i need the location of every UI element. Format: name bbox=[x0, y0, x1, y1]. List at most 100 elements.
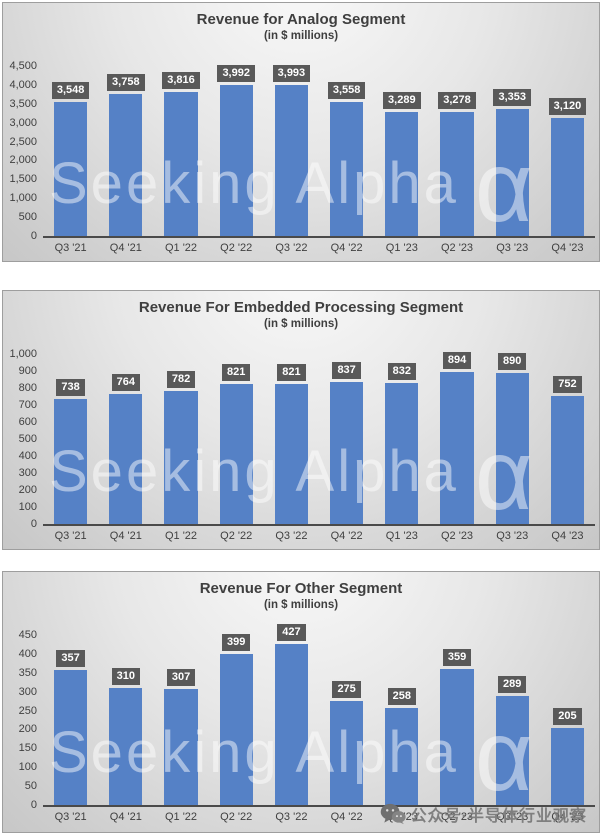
bar-value-label: 258 bbox=[387, 687, 416, 705]
bar bbox=[495, 695, 529, 805]
y-tick-label: 900 bbox=[18, 365, 37, 377]
y-axis: 1,000 900 800 700 600 500 400 300 200 100 0 bbox=[3, 348, 43, 530]
bar bbox=[109, 394, 143, 524]
x-axis-label: Q4 '21 bbox=[109, 530, 142, 542]
bar bbox=[274, 643, 308, 805]
bar-slot: 289 bbox=[485, 635, 540, 805]
chart-area: 450 400 350 300 250 200 150 100 50 0 357 310 307 399… bbox=[3, 623, 599, 811]
bar-value-label: 289 bbox=[498, 675, 527, 693]
chart-area: 4,500 4,000 3,500 3,000 2,500 2,000 1,500 1,000… bbox=[3, 60, 599, 242]
chart-title: Revenue For Embedded Processing Segment bbox=[138, 299, 464, 316]
bar-value-label: 310 bbox=[111, 667, 140, 685]
bar bbox=[495, 372, 529, 524]
bar bbox=[550, 396, 584, 524]
y-axis: 450 400 350 300 250 200 150 100 50 0 bbox=[3, 629, 43, 811]
x-axis-label: Q3 '22 bbox=[275, 530, 308, 542]
bar-slot: 3,278 bbox=[429, 66, 484, 236]
bar bbox=[495, 109, 529, 236]
bar-value-label: 738 bbox=[56, 378, 85, 396]
x-axis-label: Q3 '23 bbox=[496, 811, 529, 823]
bar-slot: 3,289 bbox=[374, 66, 429, 236]
bar bbox=[54, 670, 88, 805]
bar-value-label: 3,548 bbox=[51, 81, 90, 99]
bar-value-label: 782 bbox=[166, 371, 196, 389]
bar-slot: 821 bbox=[264, 354, 319, 524]
bar-slot: 821 bbox=[209, 354, 264, 524]
bar-value-label: 821 bbox=[222, 364, 251, 382]
bar-value-label: 205 bbox=[553, 707, 582, 725]
bar-value-label: 307 bbox=[166, 669, 196, 687]
y-tick-label: 500 bbox=[18, 433, 37, 445]
bar-slot: 3,758 bbox=[98, 66, 153, 236]
x-axis-label: Q1 '23 bbox=[385, 530, 418, 542]
x-axis-label: Q3 '21 bbox=[54, 242, 87, 254]
x-axis-label: Q2 '22 bbox=[220, 530, 253, 542]
y-tick-label: 3,000 bbox=[9, 116, 37, 129]
y-tick-label: 300 bbox=[18, 685, 37, 698]
y-tick-label: 2,500 bbox=[9, 135, 37, 148]
bar-slot: 357 bbox=[43, 635, 98, 805]
y-tick-label: 0 bbox=[30, 518, 37, 530]
bar-slot: 310 bbox=[98, 635, 153, 805]
bar-slot: 307 bbox=[153, 635, 208, 805]
y-tick-label: 500 bbox=[18, 211, 37, 224]
bar bbox=[54, 101, 88, 236]
embedded-processing-segment-chart: Revenue For Embedded Processing Segment … bbox=[2, 290, 600, 550]
bar-value-label: 275 bbox=[332, 681, 361, 699]
bar-slot: 258 bbox=[374, 635, 429, 805]
x-axis-label: Q1 '22 bbox=[164, 242, 198, 254]
x-axis-label: Q4 '23 bbox=[551, 811, 584, 823]
bar-slot: 894 bbox=[429, 352, 484, 524]
bar-slot: 275 bbox=[319, 635, 374, 805]
y-tick-label: 600 bbox=[18, 416, 37, 428]
bar-slot: 3,120 bbox=[540, 66, 595, 236]
y-tick-label: 0 bbox=[30, 230, 37, 242]
bar-slot: 764 bbox=[98, 354, 153, 524]
bar-value-label: 3,992 bbox=[217, 65, 255, 83]
plot-area: 3,548 3,758 3,816 3,992 3,993 3,558 3,289 3,278… bbox=[43, 65, 595, 238]
bar bbox=[385, 111, 419, 236]
x-axis-label: Q3 '23 bbox=[496, 242, 529, 254]
bar bbox=[164, 91, 198, 236]
y-tick-label: 100 bbox=[18, 501, 37, 513]
x-axis-label: Q2 '22 bbox=[220, 242, 253, 254]
bar-slot: 3,992 bbox=[209, 65, 264, 236]
x-axis-label: Q3 '22 bbox=[275, 811, 308, 823]
x-axis-label: Q4 '23 bbox=[551, 530, 584, 542]
bar bbox=[274, 85, 308, 236]
bar-slot: 890 bbox=[485, 352, 540, 524]
y-tick-label: 300 bbox=[18, 467, 37, 479]
bar bbox=[219, 85, 253, 236]
x-axis-label: Q4 '22 bbox=[330, 530, 363, 542]
y-tick-label: 1,500 bbox=[9, 173, 37, 186]
x-axis-label: Q1 '22 bbox=[164, 811, 198, 823]
bar bbox=[440, 372, 474, 524]
x-axis-label: Q4 '21 bbox=[109, 242, 142, 254]
x-axis-label: Q2 '23 bbox=[440, 811, 474, 823]
analog-segment-chart: Revenue for Analog Segment (in $ million… bbox=[2, 2, 600, 262]
bar-slot: 205 bbox=[540, 635, 595, 805]
bar bbox=[330, 101, 364, 236]
bar bbox=[440, 669, 474, 805]
bar-value-label: 3,289 bbox=[383, 91, 421, 109]
bar bbox=[54, 398, 88, 524]
bar-value-label: 894 bbox=[442, 352, 472, 370]
x-axis-label: Q1 '22 bbox=[164, 530, 198, 542]
bar-value-label: 359 bbox=[442, 649, 472, 667]
chart-title: Revenue For Other Segment bbox=[199, 580, 403, 597]
bar-value-label: 752 bbox=[553, 376, 582, 394]
x-axis-label: Q3 '22 bbox=[275, 242, 308, 254]
y-tick-label: 700 bbox=[18, 399, 37, 411]
bar bbox=[550, 727, 584, 805]
x-axis-labels: Q3 '21 Q4 '21 Q1 '22 Q2 '22 Q3 '22 Q4 '22 Q1 '… bbox=[43, 242, 595, 254]
bar bbox=[330, 701, 364, 805]
y-tick-label: 100 bbox=[18, 761, 37, 774]
bar-value-label: 357 bbox=[56, 650, 85, 668]
bar-slot: 3,548 bbox=[43, 66, 98, 236]
bar bbox=[164, 689, 198, 805]
x-axis-label: Q3 '23 bbox=[496, 530, 529, 542]
x-axis-labels: Q3 '21 Q4 '21 Q1 '22 Q2 '22 Q3 '22 Q4 '22 Q1 '… bbox=[43, 811, 595, 823]
bar bbox=[219, 654, 253, 805]
y-tick-label: 250 bbox=[18, 704, 37, 717]
y-tick-label: 4,000 bbox=[9, 78, 37, 91]
